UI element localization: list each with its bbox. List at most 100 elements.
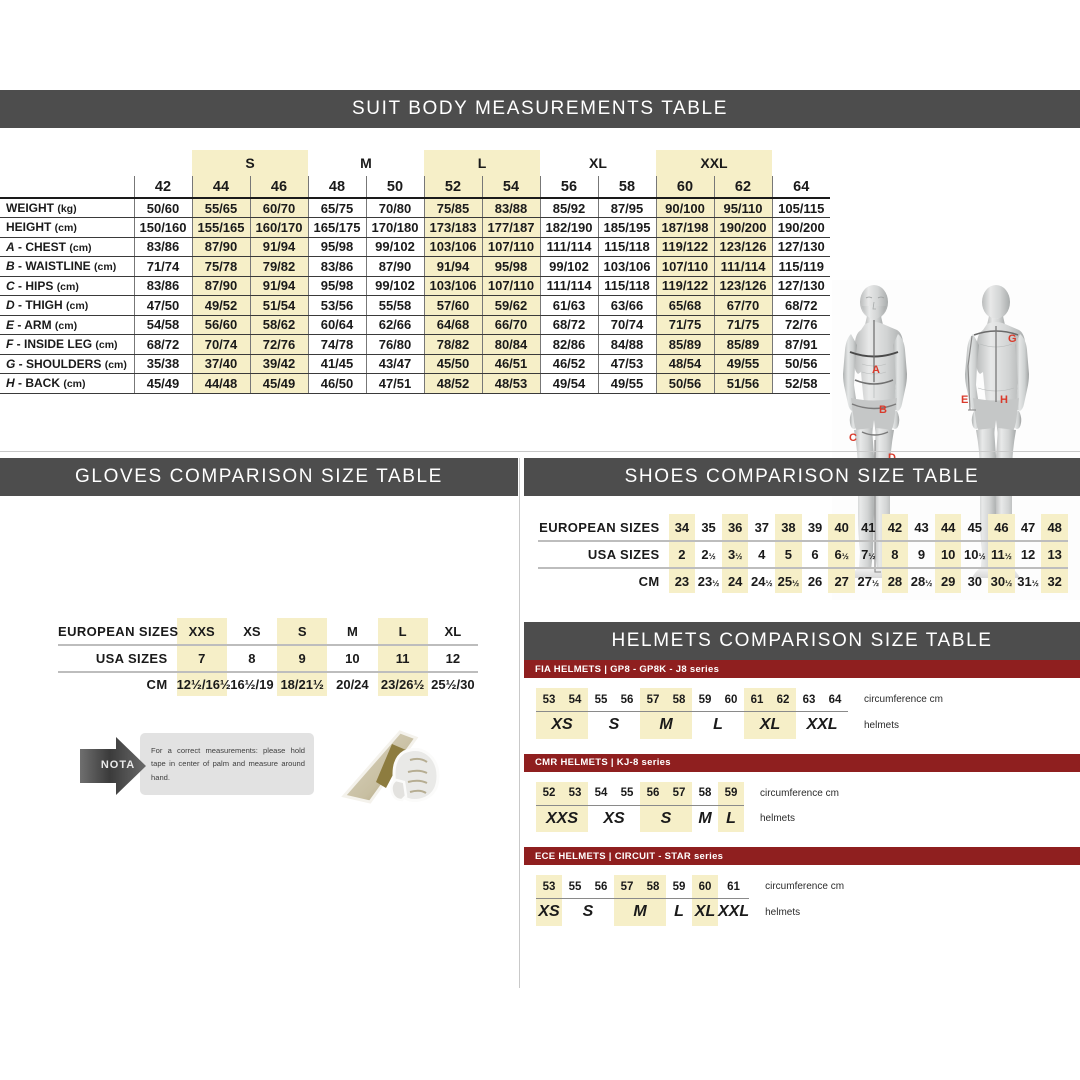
suit-cell: 50/60 bbox=[133, 198, 192, 218]
suit-cell: 185/195 bbox=[597, 217, 656, 238]
gloves-row-european: EUROPEAN SIZES XXS XS S M L XL bbox=[58, 618, 478, 644]
helmet-size-cell: XL bbox=[744, 711, 796, 739]
suit-cell: 83/88 bbox=[481, 198, 540, 218]
helmet-size-table: 53 55 56 57 58 59 60 61 circumference cm XS S M L XL X… bbox=[536, 875, 844, 926]
suit-cell: 103/106 bbox=[597, 256, 656, 277]
gloves-cell: 7 bbox=[176, 645, 227, 671]
suit-cell: 99/102 bbox=[539, 256, 598, 277]
suit-row-label-inside-leg: F - INSIDE LEG (cm) bbox=[0, 334, 134, 355]
helmet-size-cell: XXL bbox=[806, 716, 838, 734]
helmets-section-title: HELMETS COMPARISON SIZE TABLE bbox=[611, 630, 993, 651]
shoes-cell: 12 bbox=[1020, 547, 1036, 562]
shoes-cell: 34 bbox=[668, 514, 696, 540]
gloves-cell: XL bbox=[444, 623, 462, 639]
suit-table-row: E - ARM (cm) 54/58 56/60 58/62 60/64 62/66 64/… bbox=[0, 315, 830, 335]
nota-arrow-icon bbox=[80, 737, 146, 795]
shoes-cell: 6 bbox=[811, 547, 819, 562]
suit-row-label-chest: A - CHEST (cm) bbox=[0, 237, 134, 257]
suit-cell: 177/187 bbox=[481, 217, 540, 238]
helmet-circumference-cell: 60 bbox=[724, 693, 738, 706]
suit-row-label-back: H - BACK (cm) bbox=[0, 373, 134, 394]
shoes-cell: 48 bbox=[1041, 514, 1068, 540]
shoes-cell: 24 bbox=[721, 568, 749, 593]
shoes-cell: 30 bbox=[967, 573, 983, 589]
suit-cell: 48/52 bbox=[423, 373, 482, 394]
shoes-cell: 5 bbox=[775, 541, 802, 567]
suit-cell: 72/76 bbox=[249, 334, 308, 355]
shoes-cell: 36 bbox=[721, 514, 749, 540]
suit-cell: 85/89 bbox=[655, 334, 714, 355]
hand-measure-illustration bbox=[330, 722, 480, 827]
shoes-cell: 23 bbox=[668, 568, 696, 593]
helmet-rule-cell bbox=[536, 804, 744, 806]
helmet-circumference-cell: 58 bbox=[666, 688, 692, 711]
helmet-note-circumference: circumference cm bbox=[864, 694, 943, 705]
shoes-cell: 2 bbox=[668, 541, 696, 567]
helmet-circumference-cell: 57 bbox=[640, 688, 666, 711]
shoes-cell: 9 bbox=[917, 547, 926, 562]
suit-cell: 35/38 bbox=[133, 354, 192, 374]
suit-cell: 74/78 bbox=[307, 334, 366, 355]
suit-cell: 67/70 bbox=[713, 295, 772, 316]
suit-cell: 95/98 bbox=[307, 276, 366, 296]
suit-cell: 115/118 bbox=[597, 237, 656, 257]
suit-group-XL: XL bbox=[589, 155, 607, 171]
suit-table-container: S M L XL XXL 42 44 46 48 50 52 54 56 58 60 62 64 WEIGHT (… bbox=[0, 150, 1080, 600]
helmet-circumference-cell: 57 bbox=[666, 781, 692, 805]
suit-size-header-42: 42 bbox=[133, 176, 192, 199]
suit-size-header-48: 48 bbox=[307, 176, 366, 199]
helmet-size-cell: S bbox=[640, 805, 692, 832]
shoes-cell: 25½ bbox=[775, 568, 802, 593]
helmet-circumference-cell: 56 bbox=[640, 781, 666, 805]
suit-corner-cell bbox=[0, 150, 134, 176]
suit-cell: 165/175 bbox=[307, 217, 366, 238]
suit-cell: 87/95 bbox=[597, 198, 656, 218]
shoes-cell: 10 bbox=[934, 541, 962, 567]
suit-cell: 83/86 bbox=[307, 256, 366, 277]
suit-cell: 91/94 bbox=[249, 276, 308, 296]
figure-marker-E: E bbox=[961, 394, 968, 406]
helmet-block-separator bbox=[524, 747, 1080, 754]
suit-cell: 87/90 bbox=[191, 237, 250, 257]
shoes-cell: 42 bbox=[881, 514, 909, 540]
gloves-row-cm: CM 12½/16½ 16½/19 18/21½ 20/24 23/26½ 25½/30 bbox=[58, 672, 478, 696]
suit-cell: 70/80 bbox=[365, 198, 424, 218]
helmet-circumference-cell: 54 bbox=[562, 688, 588, 711]
measure-line-waist bbox=[854, 379, 894, 385]
shoes-cell: 28 bbox=[881, 568, 909, 593]
shoes-cell: 2½ bbox=[701, 547, 716, 562]
shoes-cell: 28½ bbox=[910, 573, 933, 589]
figure-marker-H: H bbox=[1000, 394, 1008, 406]
suit-cell: 90/100 bbox=[655, 198, 714, 218]
suit-cell: 123/126 bbox=[713, 276, 772, 296]
helmet-size-cell: XXS bbox=[536, 805, 588, 832]
helmet-size-cell: S bbox=[582, 903, 594, 921]
suit-row-label-shoulders: G - SHOULDERS (cm) bbox=[0, 354, 134, 374]
suit-cell: 72/76 bbox=[771, 315, 830, 335]
helmet-size-cell: L bbox=[674, 903, 684, 921]
shoes-cell: 45 bbox=[967, 519, 983, 535]
suit-table-row: G - SHOULDERS (cm) 35/38 37/40 39/42 41/45 43… bbox=[0, 354, 830, 374]
suit-cell: 170/180 bbox=[365, 217, 424, 238]
helmet-size-cell: L bbox=[718, 805, 744, 832]
suit-cell: 57/60 bbox=[423, 295, 482, 316]
gloves-cell: 8 bbox=[248, 651, 256, 666]
suit-cell: 62/66 bbox=[365, 315, 424, 335]
gloves-cell: 11 bbox=[377, 645, 428, 671]
shoes-cell: 23½ bbox=[697, 573, 720, 589]
figure-marker-A: A bbox=[872, 364, 880, 376]
measure-line-hips bbox=[851, 403, 897, 410]
shoes-cell: 4 bbox=[758, 547, 766, 562]
suit-group-row: S M L XL XXL bbox=[0, 150, 830, 176]
suit-cell: 75/85 bbox=[423, 198, 482, 218]
suit-cell: 91/94 bbox=[423, 256, 482, 277]
helmet-circumference-cell: 58 bbox=[698, 787, 712, 799]
helmet-block-heading: FIA HELMETS | GP8 - GP8K - J8 series bbox=[524, 660, 1080, 678]
suit-size-header-46: 46 bbox=[249, 176, 308, 199]
suit-cell: 150/160 bbox=[133, 217, 192, 238]
shoes-cell: 6½ bbox=[828, 541, 855, 567]
suit-cell: 49/55 bbox=[597, 373, 656, 394]
helmet-circumference-cell: 56 bbox=[620, 693, 634, 706]
suit-row-label-arm: E - ARM (cm) bbox=[0, 315, 134, 335]
hand-icon bbox=[341, 730, 440, 804]
